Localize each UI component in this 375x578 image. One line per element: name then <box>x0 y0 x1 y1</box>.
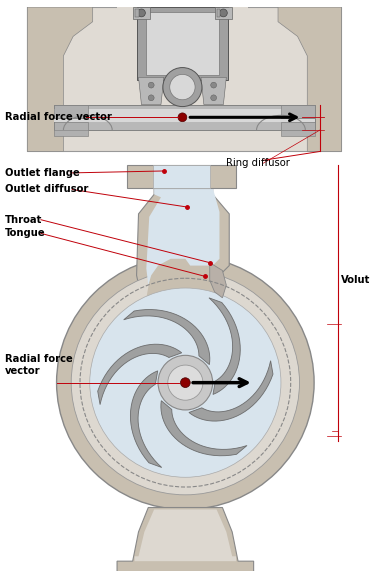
Text: Outlet diffusor: Outlet diffusor <box>5 184 88 195</box>
Polygon shape <box>210 262 226 298</box>
Ellipse shape <box>71 271 300 495</box>
FancyBboxPatch shape <box>146 12 219 75</box>
Circle shape <box>168 365 203 400</box>
Circle shape <box>211 82 216 88</box>
FancyBboxPatch shape <box>127 165 236 187</box>
FancyBboxPatch shape <box>54 122 88 136</box>
Ellipse shape <box>65 106 300 128</box>
FancyBboxPatch shape <box>133 7 150 19</box>
Polygon shape <box>135 509 236 561</box>
Text: Throat: Throat <box>5 215 42 225</box>
Circle shape <box>178 113 187 122</box>
Polygon shape <box>144 249 222 314</box>
Polygon shape <box>27 7 93 151</box>
Circle shape <box>180 378 190 387</box>
FancyBboxPatch shape <box>27 7 341 151</box>
FancyBboxPatch shape <box>281 122 315 136</box>
Text: Radial force
vector: Radial force vector <box>5 354 73 376</box>
FancyBboxPatch shape <box>135 9 138 17</box>
FancyBboxPatch shape <box>281 105 315 118</box>
Polygon shape <box>135 178 232 312</box>
FancyBboxPatch shape <box>216 9 220 17</box>
Text: Ring diffusor: Ring diffusor <box>226 158 290 168</box>
Polygon shape <box>201 77 226 105</box>
Text: Outlet flange: Outlet flange <box>5 168 80 178</box>
Circle shape <box>219 9 227 17</box>
Circle shape <box>211 95 216 101</box>
Circle shape <box>170 75 195 100</box>
FancyBboxPatch shape <box>136 7 228 80</box>
Polygon shape <box>161 401 247 456</box>
Circle shape <box>148 82 154 88</box>
Polygon shape <box>138 77 164 105</box>
Polygon shape <box>117 507 254 574</box>
Polygon shape <box>209 298 240 394</box>
Polygon shape <box>98 344 182 405</box>
Text: Tongue: Tongue <box>5 228 45 238</box>
Circle shape <box>138 9 146 17</box>
Polygon shape <box>146 187 219 285</box>
FancyBboxPatch shape <box>214 7 232 19</box>
Ellipse shape <box>90 288 281 477</box>
Text: Volut: Volut <box>341 275 371 285</box>
FancyBboxPatch shape <box>54 109 315 122</box>
Polygon shape <box>130 371 162 468</box>
FancyBboxPatch shape <box>54 105 315 130</box>
Polygon shape <box>278 7 341 151</box>
FancyBboxPatch shape <box>153 165 210 187</box>
Text: Radial force vector: Radial force vector <box>5 112 112 123</box>
Polygon shape <box>124 310 210 365</box>
Ellipse shape <box>57 256 314 509</box>
Circle shape <box>158 355 213 410</box>
FancyBboxPatch shape <box>54 105 88 118</box>
Circle shape <box>163 68 202 106</box>
Polygon shape <box>189 361 273 421</box>
Circle shape <box>148 95 154 101</box>
FancyBboxPatch shape <box>117 7 248 95</box>
